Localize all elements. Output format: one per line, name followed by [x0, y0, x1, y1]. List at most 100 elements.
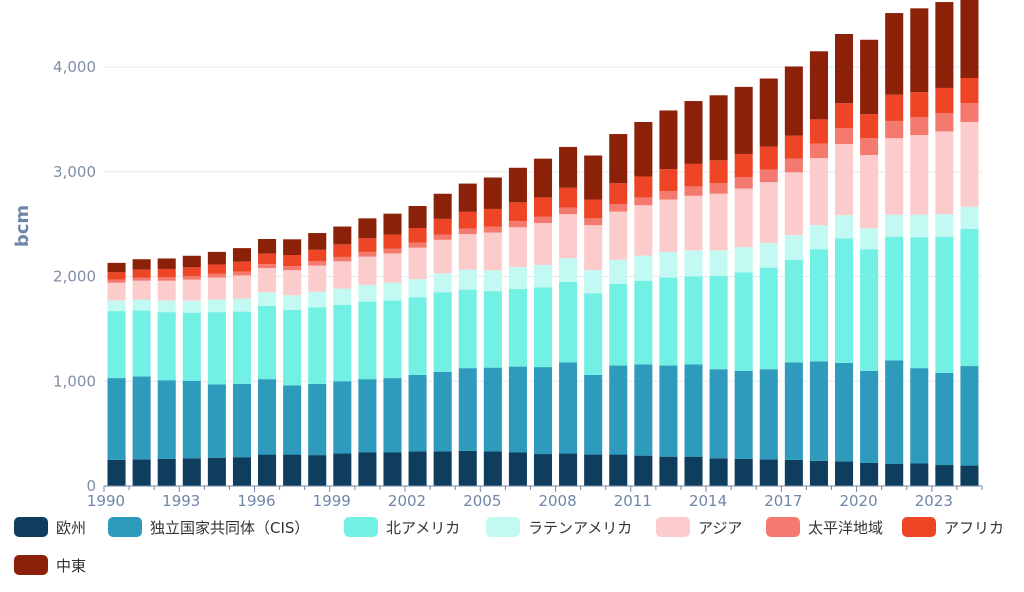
bar-segment: [759, 169, 778, 183]
bar-segment: [358, 256, 377, 285]
bar-segment: [809, 51, 828, 120]
bar-segment: [157, 380, 176, 459]
bar-segment: [684, 364, 703, 457]
bar-segment: [308, 455, 327, 486]
bar-segment: [107, 459, 126, 486]
bar-segment: [408, 374, 427, 452]
bar-segment: [709, 275, 728, 370]
legend-item[interactable]: 独立国家共同体（CIS）: [108, 516, 309, 538]
bar-segment: [107, 262, 126, 273]
bar-segment: [809, 119, 828, 144]
bar-segment: [759, 78, 778, 147]
bar-segment: [182, 300, 201, 313]
bar-segment: [533, 454, 553, 486]
bar-segment: [910, 463, 929, 486]
bar-segment: [960, 103, 979, 122]
bar-segment: [584, 218, 603, 226]
bar-segment: [885, 13, 904, 95]
bar-segment: [634, 455, 653, 486]
bar-segment: [709, 160, 728, 184]
bar-segment: [684, 101, 703, 164]
legend-swatch: [486, 517, 520, 537]
bar-segment: [358, 251, 377, 257]
bar-segment: [609, 134, 628, 184]
legend-swatch: [14, 517, 48, 537]
bar-segment: [157, 458, 176, 486]
chart-plot: 0 1,000 2,000 3,000 4,000 bcm 1990 1993 1996 1999…: [12, 0, 983, 510]
bar-segment: [308, 261, 327, 266]
bar-segment: [709, 95, 728, 161]
bar-segment: [258, 264, 277, 269]
bar-segment: [483, 226, 502, 233]
bar-segment: [182, 279, 201, 301]
legend-item[interactable]: ラテンアメリカ: [486, 516, 632, 538]
bar-segment: [358, 301, 377, 380]
bar-segment: [784, 362, 803, 460]
bar-segment: [232, 248, 252, 262]
bar-segment: [860, 114, 879, 139]
bar-segment: [107, 282, 126, 301]
bar-segment: [935, 372, 954, 466]
bar-segment: [508, 167, 527, 203]
bar-segment: [759, 369, 778, 460]
bar-segment: [258, 305, 277, 380]
bar-segment: [759, 267, 778, 370]
bar-segment: [107, 311, 126, 379]
bar-segment: [308, 249, 327, 262]
x-tick-label: 1996: [237, 492, 275, 510]
bar-segment: [910, 368, 929, 464]
bar-segment: [483, 291, 502, 368]
legend-swatch: [902, 517, 936, 537]
y-tick-label: 0: [86, 477, 96, 495]
bar-segment: [483, 232, 502, 271]
bar-segment: [634, 176, 653, 198]
bar-segment: [107, 279, 126, 283]
bar-segment: [483, 177, 502, 209]
legend-item[interactable]: アジア: [656, 516, 742, 538]
bar-segment: [433, 193, 452, 219]
bar-segment: [132, 310, 151, 377]
legend-item[interactable]: 欧州: [14, 516, 86, 538]
legend-item[interactable]: 太平洋地域: [766, 516, 883, 538]
bar-segment: [885, 236, 904, 361]
bar-segment: [609, 283, 628, 366]
bar-segment: [333, 261, 352, 289]
x-tick-label: 1990: [87, 492, 125, 510]
legend-item[interactable]: アフリカ: [902, 516, 1004, 538]
bar-segment: [834, 461, 854, 486]
bar-segment: [333, 256, 352, 262]
legend-item[interactable]: 中東: [14, 554, 86, 576]
bar-segment: [458, 450, 477, 486]
bar-segment: [182, 276, 201, 280]
bar-segment: [283, 270, 302, 296]
bar-segment: [157, 312, 176, 381]
bar-segment: [960, 366, 979, 466]
bar-segment: [584, 270, 603, 294]
bar-segment: [584, 155, 603, 200]
bar-segment: [809, 361, 828, 461]
bar-segment: [709, 183, 728, 194]
bar-segment: [533, 264, 553, 288]
bar-segment: [860, 462, 879, 486]
bar-segment: [132, 459, 151, 486]
bar-segment: [508, 221, 527, 228]
bar-segment: [433, 371, 452, 452]
bar-segment: [182, 312, 201, 381]
bar-segment: [207, 457, 226, 486]
bar-segment: [308, 383, 327, 456]
bar-segment: [709, 458, 728, 486]
bar-segment: [107, 272, 126, 280]
bar-segment: [784, 66, 803, 136]
bar-segment: [659, 110, 678, 170]
bar-segment: [508, 202, 527, 222]
bar-segment: [258, 292, 277, 306]
legend-item[interactable]: 北アメリカ: [344, 516, 460, 538]
bar-segment: [935, 131, 954, 215]
bar-segment: [784, 172, 803, 236]
bar-segment: [809, 143, 828, 159]
bar-segment: [684, 163, 703, 187]
bar-segment: [283, 266, 302, 271]
bar-segment: [433, 273, 452, 293]
y-tick-label: 3,000: [53, 163, 96, 181]
x-tick-label: 2011: [614, 492, 652, 510]
